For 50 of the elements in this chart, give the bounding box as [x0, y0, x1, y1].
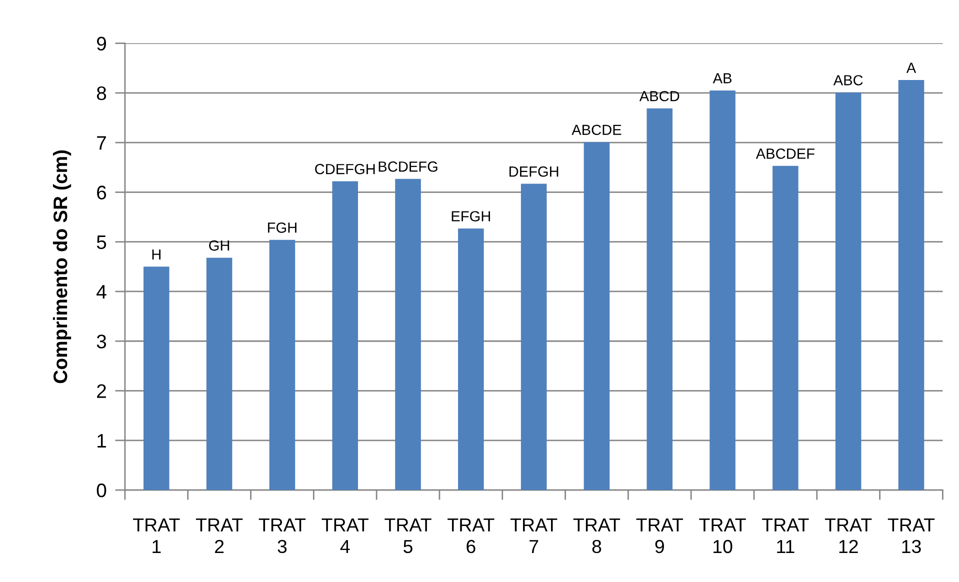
bar: [772, 166, 798, 490]
data-label: GH: [209, 240, 230, 251]
data-label: EFGH: [452, 211, 490, 222]
bar: [646, 108, 673, 490]
bar: [206, 258, 232, 490]
bar: [269, 240, 296, 490]
x-tick-label: TRAT 4: [322, 518, 368, 553]
data-label: ABCDE: [572, 124, 622, 136]
x-tick-label: TRAT 6: [448, 518, 494, 554]
data-label: ABC: [833, 75, 863, 86]
x-tick-label: TRAT 9: [636, 518, 683, 554]
y-tick-label: 6: [97, 186, 106, 200]
bar: [144, 266, 170, 490]
data-label: FGH: [268, 222, 296, 233]
data-label: H: [152, 249, 160, 260]
x-tick-label: TRAT 2: [196, 518, 243, 553]
x-tick-label: TRAT 11: [762, 518, 809, 553]
y-axis-title: Comprimento do SR (cm): [52, 150, 72, 384]
x-tick-label: TRAT 10: [699, 518, 746, 554]
y-tick-label: 5: [96, 236, 106, 250]
y-tick-label: 0: [96, 484, 106, 498]
x-tick-label: TRAT 1: [133, 518, 180, 553]
x-tick-label: TRAT 13: [888, 518, 935, 554]
x-tick-label: TRAT 3: [258, 518, 306, 554]
bar: [710, 90, 736, 490]
y-tick-label: 9: [97, 36, 106, 51]
bar: [520, 184, 547, 490]
y-tick-label: 1: [98, 434, 106, 448]
data-label: AB: [712, 73, 732, 84]
x-tick-label: TRAT 5: [384, 518, 432, 554]
x-tick-label: TRAT 12: [824, 518, 872, 553]
bar: [584, 142, 610, 490]
bar: [332, 181, 358, 490]
data-label: ABCD: [639, 90, 680, 102]
data-label: ABCDEF: [756, 148, 814, 159]
y-tick-label: 4: [96, 285, 106, 299]
x-tick-label: TRAT 8: [573, 518, 620, 554]
bar: [395, 178, 421, 490]
bar: [458, 228, 484, 490]
data-label: A: [906, 62, 916, 73]
data-label: CDEFGH: [315, 164, 375, 174]
y-tick-label: 3: [96, 334, 106, 348]
bar: [898, 80, 924, 490]
bar: [835, 92, 862, 490]
data-label: DEFGH: [510, 166, 558, 177]
y-tick-label: 8: [96, 86, 106, 100]
y-tick-label: 7: [97, 136, 106, 150]
data-label: BCDEFG: [378, 161, 438, 172]
y-tick-label: 2: [97, 384, 106, 398]
x-tick-label: TRAT 7: [510, 518, 558, 553]
